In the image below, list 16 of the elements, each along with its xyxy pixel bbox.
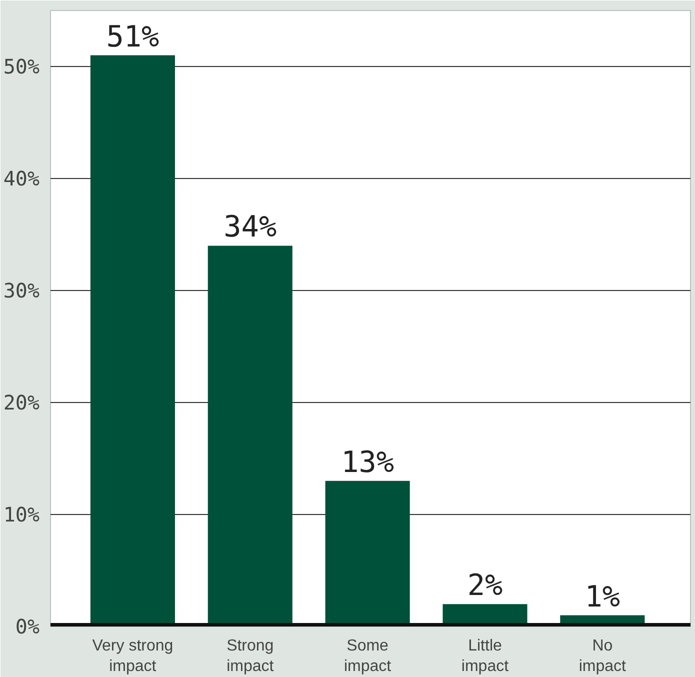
- data-label: 13%: [341, 444, 394, 479]
- y-tick-label: 50%: [3, 54, 40, 78]
- x-tick-label: Very strong impact: [92, 638, 174, 675]
- y-tick-label: 30%: [3, 278, 40, 302]
- x-tick-label: No impact: [578, 638, 627, 675]
- y-tick-label: 40%: [3, 166, 40, 190]
- x-tick-label: Little impact: [461, 638, 510, 675]
- y-tick-label: 10%: [3, 502, 40, 526]
- x-tick-label: Some impact: [344, 638, 392, 675]
- data-label: 2%: [467, 568, 503, 602]
- x-tick-label: Strong impact: [226, 638, 274, 675]
- y-tick-label: 0%: [15, 614, 40, 638]
- data-label: 34%: [224, 210, 277, 244]
- data-label: 1%: [584, 579, 620, 614]
- y-tick-label: 20%: [3, 390, 40, 414]
- data-label: 51%: [106, 19, 160, 54]
